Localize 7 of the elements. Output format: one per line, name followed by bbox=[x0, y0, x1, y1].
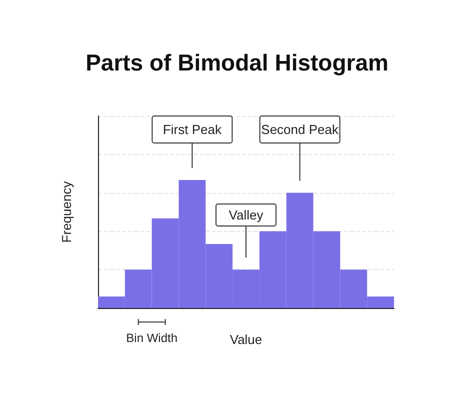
text: First Peak bbox=[162, 122, 222, 137]
chart-title: Parts of Bimodal Histogram bbox=[86, 50, 388, 76]
annotation: Valley bbox=[228, 208, 264, 222]
x-axis-title: Value bbox=[230, 332, 262, 347]
y-axis-title: Frequency bbox=[59, 180, 74, 243]
text: Second Peak bbox=[261, 122, 339, 137]
text: Bin Width bbox=[126, 331, 178, 345]
